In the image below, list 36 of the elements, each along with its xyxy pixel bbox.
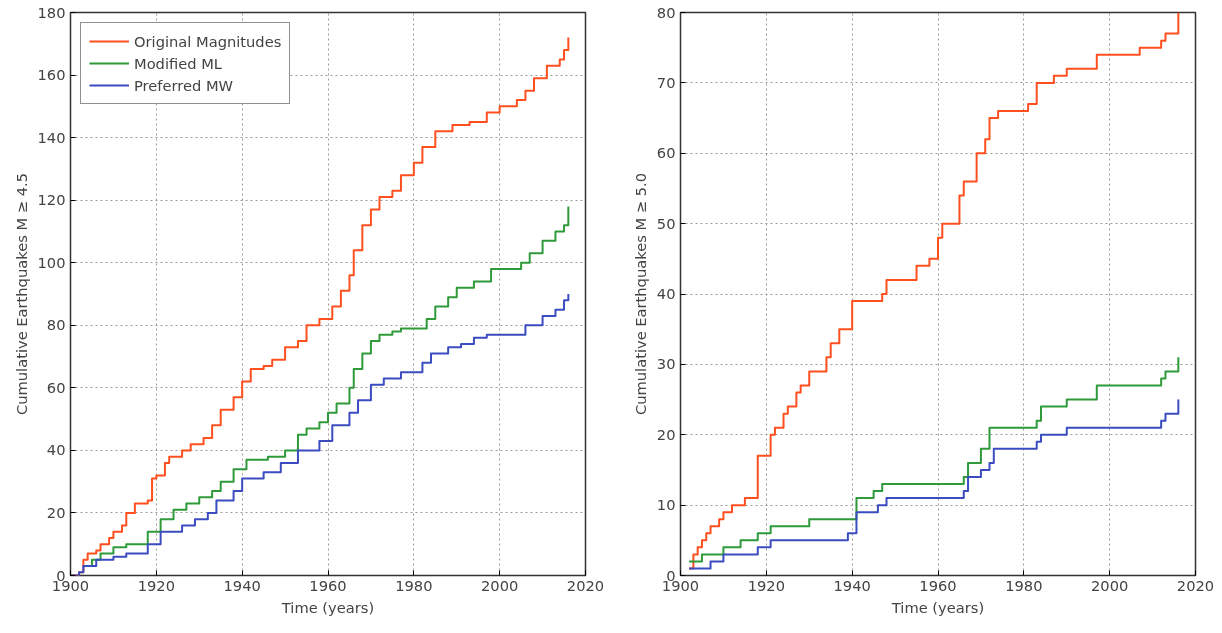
y-tick-label: 30 [656,355,676,373]
legend-label: Original Magnitudes [134,32,282,50]
y-tick-label: 140 [37,128,66,146]
legend-label: Modified ML [134,54,223,72]
x-axis-title: Time (years) [890,598,985,616]
y-tick-label: 60 [46,378,66,396]
x-tick-label: 2000 [481,576,519,594]
y-tick-label: 60 [656,144,676,162]
x-tick-label: 2000 [1091,576,1129,594]
y-tick-label: 180 [37,3,66,21]
y-tick-label: 20 [46,503,66,521]
y-tick-label: 40 [656,285,676,302]
y-axis-title: Cumulative Earthquakes M ≥ 4.5 [12,172,30,416]
y-tick-label: 100 [37,253,66,271]
x-tick-label: 1960 [309,576,347,594]
x-tick-label: 1980 [395,576,433,594]
y-tick-label: 40 [46,441,66,459]
x-tick-label: 1940 [833,576,871,594]
legend-label: Preferred MW [134,76,234,94]
y-tick-label: 50 [656,214,676,232]
y-tick-label: 160 [37,66,66,84]
y-tick-label: 10 [656,496,676,514]
y-axis-title: Cumulative Earthquakes M ≥ 5.0 [631,172,649,416]
x-tick-label: 1920 [137,576,175,594]
y-tick-label: 20 [656,425,676,443]
x-tick-label: 1960 [919,576,957,594]
y-tick-label: 70 [656,73,676,91]
y-tick-label: 80 [46,316,66,334]
x-tick-label: 2020 [566,576,605,594]
x-tick-label: 1920 [747,576,785,594]
x-tick-label: 1980 [1005,576,1043,594]
x-tick-label: 1940 [223,576,261,594]
y-tick-label: 120 [37,191,66,209]
x-tick-label: 2020 [1176,576,1215,594]
y-tick-label: 80 [656,3,676,21]
x-axis-title: Time (years) [280,598,375,616]
